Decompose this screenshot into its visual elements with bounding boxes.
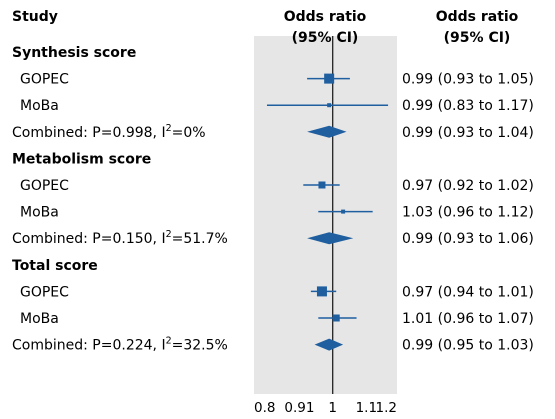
combined-superscript: 2 xyxy=(166,229,172,240)
combined-stats: Combined: P=0.224, I xyxy=(12,338,166,354)
point-estimate-square xyxy=(332,314,340,322)
point-estimate-square xyxy=(318,181,326,189)
combined-estimate-text: 0.99 (0.95 to 1.03) xyxy=(402,338,534,354)
study-label: MoBa xyxy=(20,311,59,327)
plot-panel-background xyxy=(254,36,397,394)
x-tick-label: 0.91 xyxy=(284,400,314,416)
combined-label: Combined: P=0.150, I2=51.7% xyxy=(12,229,228,247)
combined-heterogeneity: =51.7% xyxy=(172,231,228,247)
plot-marks xyxy=(266,36,389,394)
study-label: GOPEC xyxy=(20,178,69,194)
point-estimate-square xyxy=(327,103,332,108)
combined-diamond xyxy=(314,338,344,351)
study-label: GOPEC xyxy=(20,72,69,88)
x-tick-label: 0.8 xyxy=(254,400,275,416)
estimate-text: 1.01 (0.96 to 1.07) xyxy=(402,311,534,327)
combined-superscript: 2 xyxy=(166,336,172,347)
x-tick-label: 1.2 xyxy=(376,400,397,416)
combined-label: Combined: P=0.998, I2=0% xyxy=(12,123,206,141)
combined-heterogeneity: =0% xyxy=(172,125,206,141)
point-estimate-square xyxy=(316,286,327,297)
header-odds-ratio-text: Odds ratio xyxy=(436,9,519,25)
estimate-text: 0.97 (0.92 to 1.02) xyxy=(402,178,534,194)
header-study: Study xyxy=(12,9,58,25)
point-estimate-square xyxy=(324,73,335,84)
combined-label: Combined: P=0.224, I2=32.5% xyxy=(12,336,228,354)
section-title: Synthesis score xyxy=(12,45,136,61)
estimate-text: 0.99 (0.83 to 1.17) xyxy=(402,98,534,114)
estimate-text: 0.97 (0.94 to 1.01) xyxy=(402,284,534,300)
study-label: MoBa xyxy=(20,205,59,221)
combined-stats: Combined: P=0.150, I xyxy=(12,231,166,247)
combined-estimate-text: 0.99 (0.93 to 1.04) xyxy=(402,125,534,141)
header-odds-ratio-plot: Odds ratio xyxy=(284,9,367,25)
combined-heterogeneity: =32.5% xyxy=(172,338,228,354)
section-title: Metabolism score xyxy=(12,151,151,167)
study-label: MoBa xyxy=(20,98,59,114)
study-rows: Synthesis score GOPEC 0.99 (0.93 to 1.05) M… xyxy=(12,45,534,354)
combined-diamond xyxy=(307,125,347,138)
x-tick-label: 1 xyxy=(328,400,337,416)
estimate-text: 1.03 (0.96 to 1.12) xyxy=(402,205,534,221)
header-odds-ratio-plot-ci: (95% CI) xyxy=(292,30,359,46)
study-label: GOPEC xyxy=(20,284,69,300)
combined-diamond xyxy=(307,232,354,245)
section-title: Total score xyxy=(12,258,98,274)
header-odds-ratio-text-ci: (95% CI) xyxy=(444,30,511,46)
x-tick-label: 1.1 xyxy=(356,400,377,416)
estimate-text: 0.99 (0.93 to 1.05) xyxy=(402,72,534,88)
combined-estimate-text: 0.99 (0.93 to 1.06) xyxy=(402,231,534,247)
combined-stats: Combined: P=0.998, I xyxy=(12,125,166,141)
point-estimate-square xyxy=(341,209,346,214)
x-axis: 0.8 0.91 1 1.11.2 xyxy=(254,400,397,416)
combined-superscript: 2 xyxy=(166,123,172,134)
